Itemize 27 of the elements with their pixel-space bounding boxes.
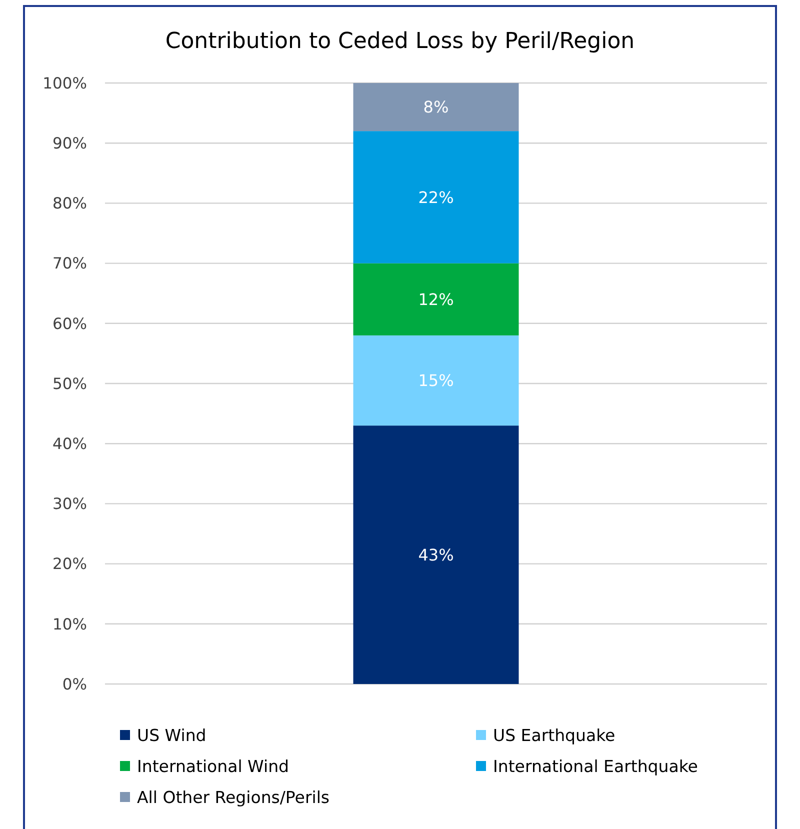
y-tick-label: 10% — [52, 615, 87, 634]
data-label: 43% — [418, 545, 454, 564]
bar — [353, 83, 519, 132]
y-tick-label: 80% — [52, 194, 87, 213]
data-label: 15% — [418, 371, 454, 390]
y-tick-label: 90% — [52, 134, 87, 153]
legend-label: International Wind — [137, 756, 290, 776]
legend-label: US Wind — [137, 726, 206, 745]
data-label: 12% — [418, 290, 454, 309]
legend-label: All Other Regions/Perils — [137, 788, 330, 807]
data-label: 8% — [423, 98, 449, 117]
bar — [353, 335, 519, 426]
data-label: 22% — [418, 188, 454, 207]
chart-title: Contribution to Ceded Loss by Peril/Region — [165, 29, 635, 54]
y-tick-label: 70% — [52, 254, 87, 273]
y-tick-label: 0% — [62, 675, 87, 694]
y-tick-label: 50% — [52, 374, 87, 393]
y-tick-label: 30% — [52, 495, 87, 514]
y-tick-label: 100% — [42, 74, 87, 92]
bar — [353, 426, 519, 684]
legend-label: International Earthquake — [493, 756, 698, 776]
y-tick-label: 20% — [52, 555, 87, 574]
y-tick-label: 40% — [52, 435, 87, 454]
legend-label: US Earthquake — [493, 726, 616, 745]
bar — [353, 131, 519, 264]
bar — [353, 263, 519, 336]
y-tick-label: 60% — [52, 314, 87, 333]
